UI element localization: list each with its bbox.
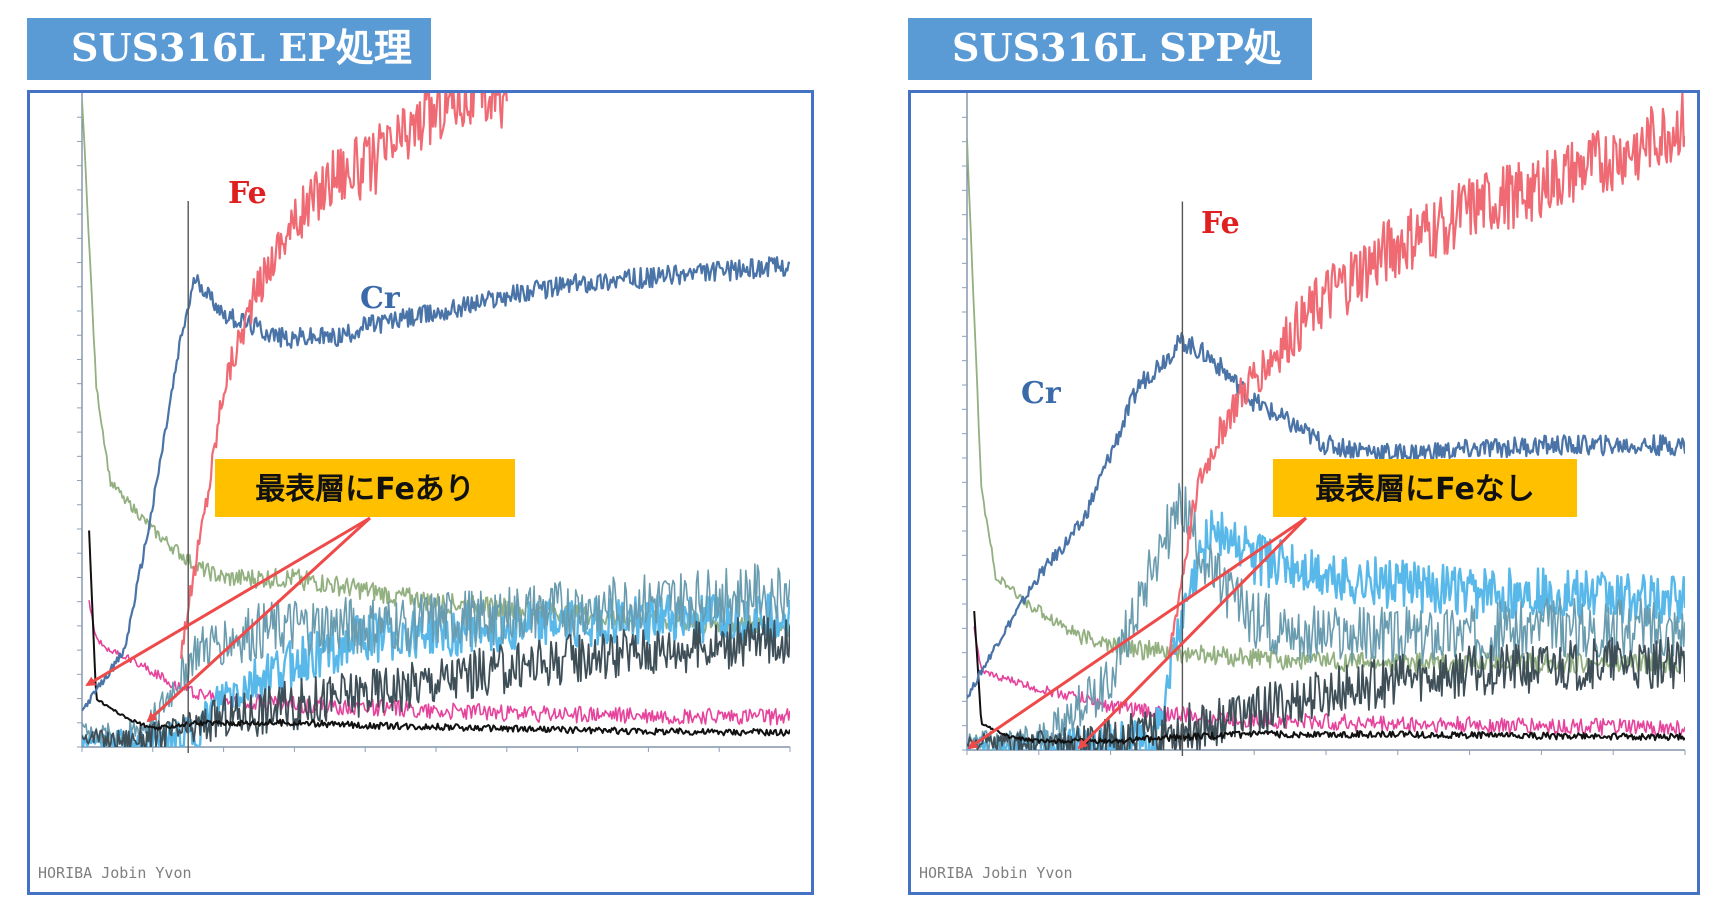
right-footer: HORIBA Jobin Yvon [919, 864, 1073, 882]
green-line [967, 138, 1685, 674]
right-panel-title: SUS316L SPP処理 [908, 18, 1312, 130]
fe-line [1167, 93, 1685, 656]
cr-line [82, 256, 790, 712]
left-chart-frame: Fe Cr 最表層にFeあり HORIBA Jobin Yvon [27, 90, 814, 895]
left-panel-title: SUS316L EP処理 [27, 18, 431, 80]
left-chart-svg: Fe Cr 最表層にFeあり [77, 93, 791, 753]
black-line [973, 611, 1685, 745]
teal-line [82, 563, 790, 747]
fe-line [180, 93, 508, 659]
cr-label: Cr [360, 281, 401, 316]
cr-line [967, 332, 1685, 699]
callout-box [1273, 459, 1577, 517]
callout-arrow [146, 516, 372, 723]
callout-text: 最表層にFeなし [1315, 472, 1535, 507]
lightblue-line [82, 591, 790, 747]
right-chart-svg: Fe Cr 最表層にFeなし [962, 93, 1686, 756]
callout-arrow [1077, 516, 1308, 750]
dark-line [82, 615, 790, 747]
callout-box [215, 459, 515, 517]
callout-text: 最表層にFeあり [255, 472, 475, 507]
left-footer: HORIBA Jobin Yvon [38, 864, 192, 882]
cr-label: Cr [1021, 376, 1062, 411]
callout-arrow [85, 516, 371, 687]
teal-line [967, 482, 1685, 750]
right-chart-frame: Fe Cr 最表層にFeなし HORIBA Jobin Yvon [908, 90, 1700, 895]
fe-label: Fe [228, 176, 267, 211]
callout-arrow [967, 516, 1307, 750]
fe-label: Fe [1201, 206, 1240, 241]
lightblue-line [967, 509, 1685, 750]
magenta-line [88, 600, 790, 726]
magenta-line [973, 626, 1685, 738]
black-line [88, 530, 790, 737]
